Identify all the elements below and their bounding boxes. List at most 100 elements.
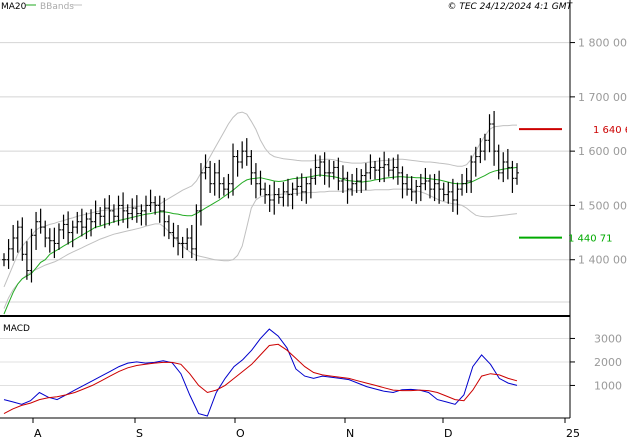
ohlc-bar — [180, 236, 185, 259]
macd-series-line — [3, 343, 518, 415]
ohlc-bar — [446, 182, 451, 204]
ohlc-bar — [354, 167, 359, 193]
ohlc-bar — [391, 157, 396, 180]
ohlc-bar — [6, 239, 11, 269]
ohlc-bar — [244, 138, 249, 166]
ohlc-bar — [79, 208, 84, 237]
ohlc-bar — [267, 184, 272, 212]
price-tick-label: 1 800 00 — [578, 37, 627, 50]
ohlc-bar — [272, 181, 277, 215]
macd-gridlines — [0, 337, 570, 386]
ohlc-bar — [107, 195, 112, 226]
ohlc-bar — [11, 224, 16, 261]
ohlc-bar — [166, 215, 171, 240]
ohlc-bar — [263, 182, 268, 204]
ohlc-bar — [130, 198, 135, 221]
ohlc-bar — [510, 160, 515, 193]
x-tick-label: S — [136, 427, 143, 440]
ohlc-bar — [98, 207, 103, 226]
ohlc-bar — [47, 228, 52, 253]
ohlc-bar — [89, 209, 94, 237]
ohlc-bar — [285, 178, 290, 207]
ohlc-bar — [75, 211, 80, 234]
ohlc-bar — [157, 195, 162, 223]
x-tick-label: D — [444, 427, 452, 440]
ohlc-bar — [2, 253, 6, 267]
ohlc-bar — [359, 169, 364, 193]
price-axis-ticks: 1 800 00 1 700 00 1 600 00 1 500 00 1 400 00 — [570, 37, 627, 267]
ohlc-bar — [478, 138, 483, 164]
ohlc-bar — [331, 160, 336, 180]
bbands-lower-line — [3, 188, 518, 309]
ohlc-bar — [460, 173, 465, 196]
ohlc-bar — [409, 176, 414, 202]
ohlc-bar — [258, 170, 263, 196]
ohlc-bar — [386, 158, 391, 177]
ohlc-bar — [240, 141, 245, 169]
ohlc-bar — [70, 220, 75, 248]
resistance-label: 1 640 6 — [593, 125, 627, 136]
ohlc-bar — [231, 143, 236, 196]
ohlc-bar — [34, 211, 39, 250]
ohlc-bar — [148, 189, 153, 212]
ohlc-bar — [20, 217, 25, 261]
ohlc-bar — [139, 204, 144, 226]
support-label: 1 440 71 — [568, 234, 613, 245]
ohlc-bar — [43, 220, 48, 248]
ohlc-bar — [327, 159, 332, 188]
ohlc-bar — [111, 204, 116, 223]
ohlc-bar — [318, 155, 323, 177]
ohlc-bar — [473, 146, 478, 177]
ohlc-bar — [299, 173, 304, 202]
ohlc-bar — [313, 154, 318, 185]
ohlc-bar — [450, 178, 455, 212]
x-tick-label: 25 — [566, 427, 580, 440]
ohlc-bar — [505, 148, 510, 180]
ohlc-bar — [423, 167, 428, 191]
macd-panel-label: MACD — [3, 324, 30, 334]
ohlc-bar — [66, 211, 71, 245]
macd-tick-label: 3000 — [594, 332, 622, 345]
price-tick-label: 1 700 00 — [578, 91, 627, 104]
bbands-upper-line — [3, 111, 517, 288]
ohlc-bar — [153, 196, 158, 215]
ohlc-bar — [437, 170, 442, 204]
ohlc-bar — [377, 157, 382, 183]
ohlc-bar — [340, 165, 345, 193]
ohlc-bar — [134, 195, 139, 223]
ohlc-bar — [515, 163, 519, 185]
ohlc-bar — [185, 228, 190, 250]
ohlc-bar — [24, 241, 29, 280]
ohlc-bar — [116, 195, 121, 226]
ohlc-bar — [290, 182, 295, 210]
ohlc-bar — [84, 212, 89, 240]
ohlc-bar — [276, 188, 281, 204]
ohlc-bar — [295, 176, 300, 196]
ohlc-bar — [61, 214, 66, 240]
macd-tick-label: 1000 — [594, 379, 622, 392]
ma20-legend-label: MA20 — [1, 2, 27, 12]
ohlc-bar — [203, 154, 208, 180]
ohlc-bar — [15, 220, 20, 253]
ohlc-bar — [281, 182, 286, 207]
macd-axis-ticks: 3000 2000 1000 — [570, 332, 622, 392]
ohlc-bar — [189, 224, 194, 259]
ohlc-bar — [194, 204, 199, 261]
ohlc-bar — [441, 182, 446, 202]
macd-lines — [3, 328, 518, 417]
ohlc-bar — [143, 195, 148, 226]
ohlc-bar — [487, 114, 492, 153]
ohlc-bar — [373, 160, 378, 180]
price-gridlines — [0, 42, 570, 303]
ohlc-bar — [400, 166, 405, 199]
ohlc-bar — [308, 168, 313, 199]
ohlc-bar — [427, 174, 432, 199]
ohlc-bar — [198, 163, 203, 226]
ohlc-bar — [432, 173, 437, 202]
ohlc-bar — [176, 224, 181, 256]
ohlc-bar — [93, 200, 98, 229]
ohlc-bar — [52, 227, 57, 259]
ohlc-bar — [368, 154, 373, 180]
ohlc-bar — [121, 192, 126, 223]
